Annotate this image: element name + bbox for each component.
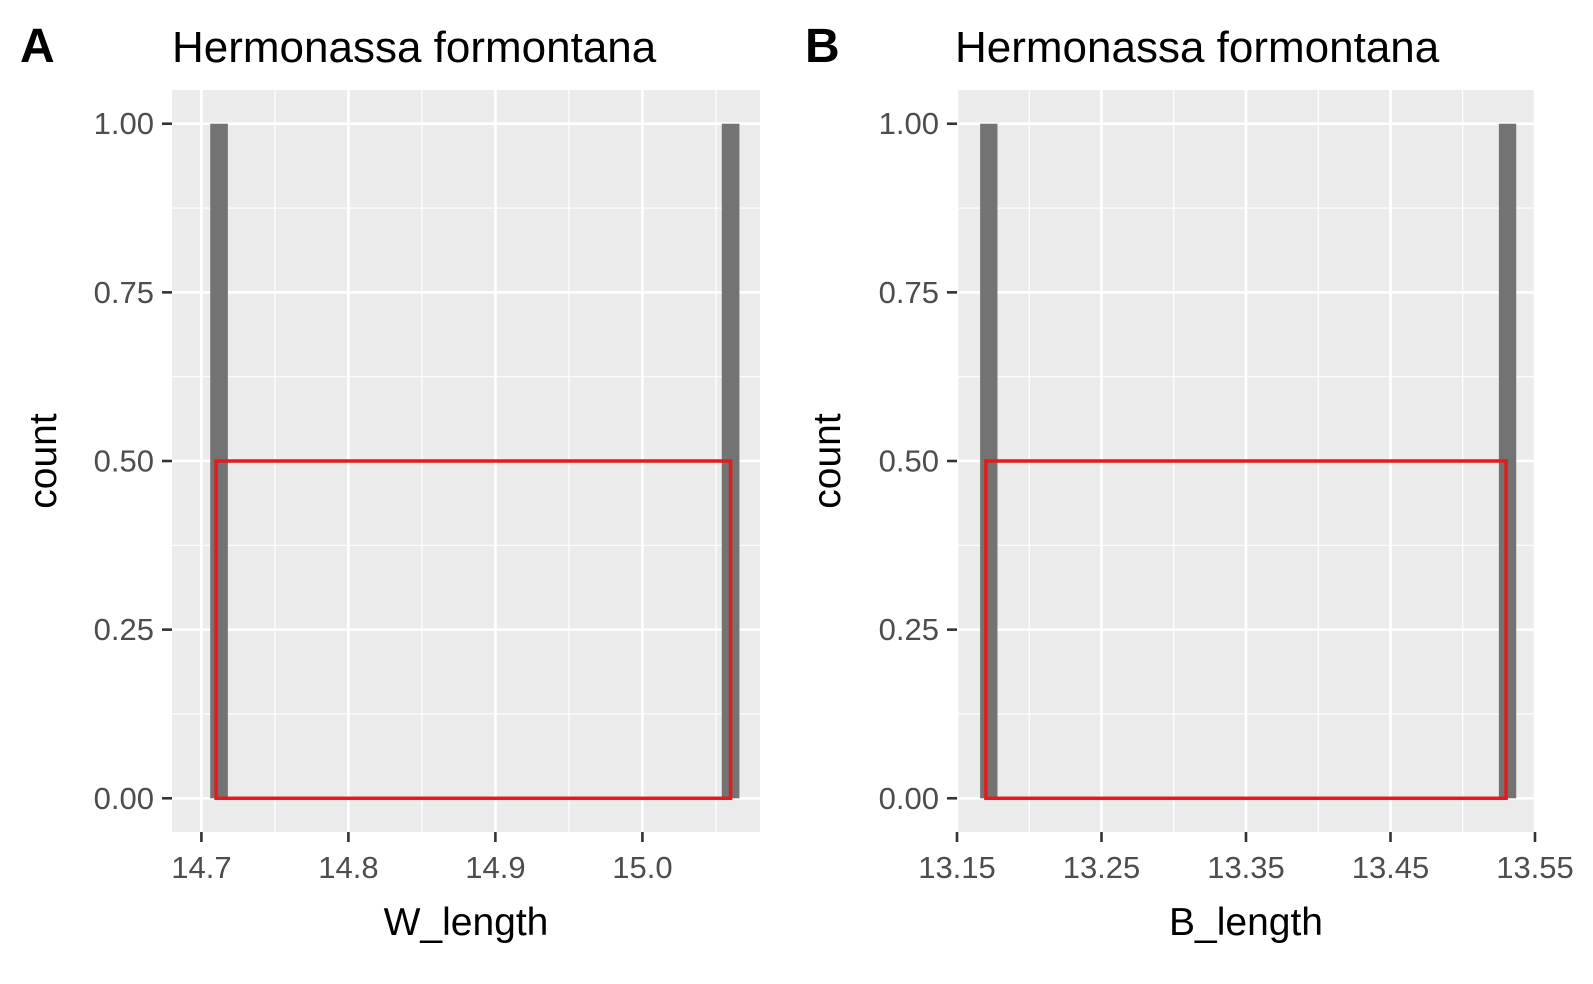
x-tick-label: 13.35	[1207, 850, 1285, 885]
x-tick-label: 13.15	[918, 850, 996, 885]
x-tick-label: 14.7	[171, 850, 231, 885]
x-tick-label: 13.25	[1063, 850, 1141, 885]
y-tick-label: 1.00	[879, 106, 939, 141]
y-tick-label: 0.25	[879, 612, 939, 647]
panel-b: 0.00 0.25 0.50 0.75 1.00 13.15 13.25 13.35 13.45…	[805, 20, 1574, 944]
x-axis-label: B_length	[1169, 901, 1323, 944]
panel-a: 0.00 0.25 0.50 0.75 1.00 14.7 14.8 14.9 15.0 A Her…	[20, 20, 760, 944]
x-tick-label: 15.0	[612, 850, 672, 885]
x-tick-label: 14.9	[465, 850, 525, 885]
panel-tag: A	[20, 20, 55, 73]
y-tick-label: 1.00	[94, 106, 154, 141]
highlight-box	[984, 459, 1508, 801]
y-tick-label: 0.50	[879, 444, 939, 479]
chart-title: Hermonassa formontana	[172, 23, 657, 72]
y-axis-label: count	[22, 413, 65, 509]
x-tick-label: 13.55	[1496, 850, 1574, 885]
y-tick-label: 0.00	[94, 781, 154, 816]
y-tick-label: 0.25	[94, 612, 154, 647]
highlight-box	[214, 459, 733, 801]
panel-tag: B	[805, 20, 840, 73]
y-tick-label: 0.50	[94, 444, 154, 479]
y-tick-label: 0.75	[94, 275, 154, 310]
x-tick-label: 13.45	[1352, 850, 1430, 885]
x-tick-label: 14.8	[318, 850, 378, 885]
y-tick-label: 0.75	[879, 275, 939, 310]
chart-title: Hermonassa formontana	[955, 23, 1440, 72]
x-axis-label: W_length	[384, 901, 549, 944]
y-tick-label: 0.00	[879, 781, 939, 816]
y-axis-label: count	[806, 413, 849, 509]
